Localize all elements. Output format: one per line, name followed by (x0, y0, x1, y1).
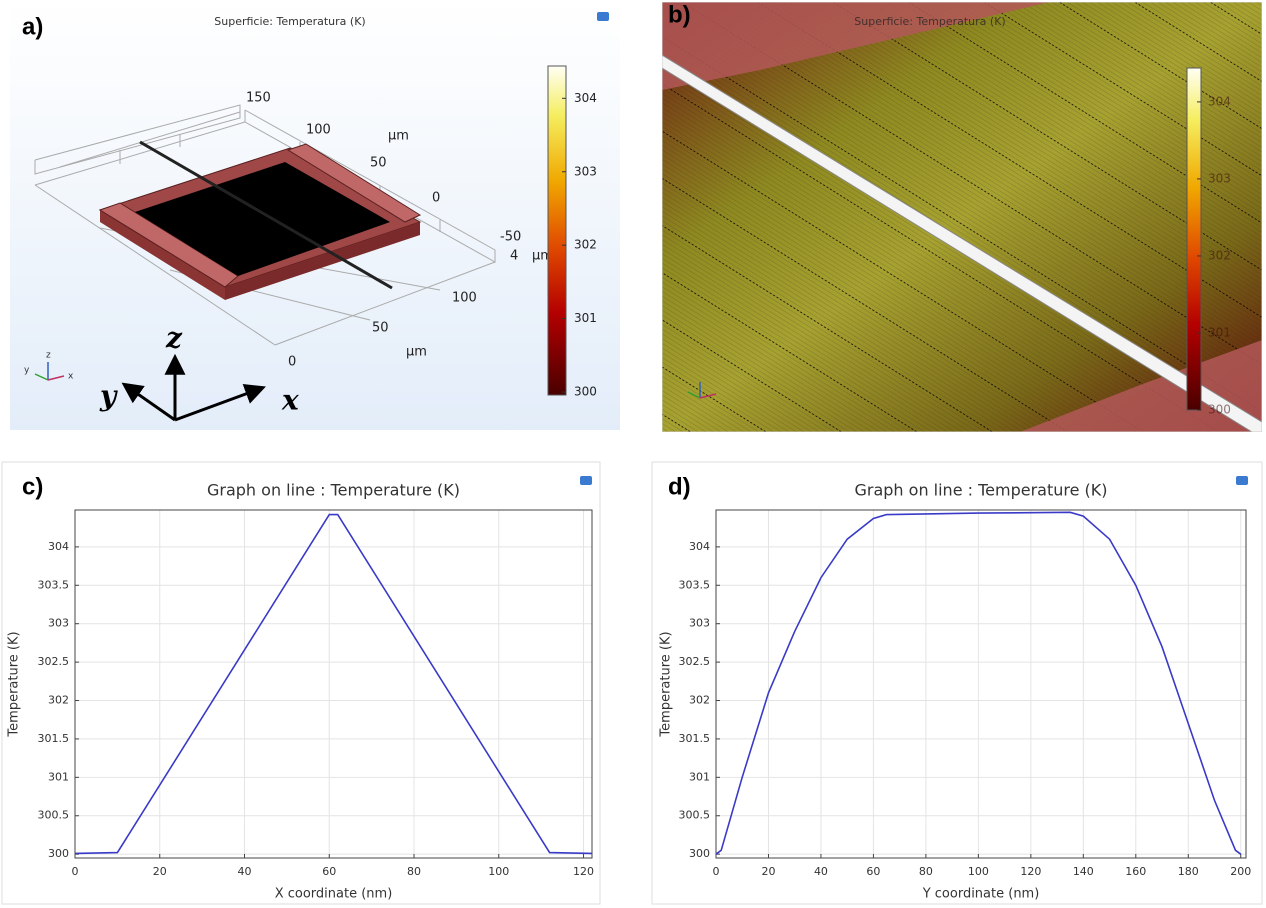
y-tick-label: 304 (48, 540, 69, 553)
colorbar-tick-label: 303 (1208, 171, 1231, 185)
plot-area (716, 510, 1246, 858)
x-tick-label: 20 (761, 865, 775, 878)
x-tick-label: 0 (72, 865, 79, 878)
panel-b (662, 2, 1262, 432)
y-tick-label: 300 (48, 847, 69, 860)
chart-title: Graph on line : Temperature (K) (854, 481, 1107, 500)
y-tick-label: 300.5 (38, 809, 70, 822)
x-tick-label: 140 (1073, 865, 1094, 878)
y-tick-label: 303.5 (38, 578, 70, 591)
axis-unit: µm (406, 345, 427, 360)
x-tick-label: 80 (407, 865, 421, 878)
colorbar-tick-label: 300 (574, 385, 597, 399)
export-icon (1236, 476, 1248, 485)
x-tick-label: 100 (488, 865, 509, 878)
y-tick-label: 303 (48, 617, 69, 630)
x-tick-label: 80 (919, 865, 933, 878)
export-icon (580, 476, 592, 485)
x-tick-label: 0 (713, 865, 720, 878)
axis-unit: µm (388, 129, 409, 144)
axis-number: 100 (306, 123, 331, 138)
axis-number: -50 (500, 230, 521, 245)
colorbar-tick-label: 302 (574, 238, 597, 252)
panel-label: a) (22, 13, 43, 40)
colorbar-tick-label: 304 (1208, 94, 1231, 108)
x-tick-label: 120 (1020, 865, 1041, 878)
axis-number: 4 (510, 249, 518, 264)
y-tick-label: 302.5 (38, 655, 70, 668)
colorbar-tick-label: 302 (1208, 248, 1231, 262)
x-axis-label: X coordinate (nm) (275, 887, 393, 902)
y-tick-label: 301 (689, 770, 710, 783)
x-tick-label: 40 (814, 865, 828, 878)
mini-triad-label: x (68, 372, 74, 382)
x-tick-label: 60 (866, 865, 880, 878)
y-tick-label: 303 (689, 617, 710, 630)
export-icon (597, 12, 609, 21)
panel-title: Superficie: Temperatura (K) (854, 15, 1005, 28)
axis-number: 0 (288, 355, 296, 370)
axis-number: 0 (432, 191, 440, 206)
panel-label: c) (22, 473, 43, 500)
x-tick-label: 40 (238, 865, 252, 878)
colorbar-tick-label: 303 (574, 164, 597, 178)
colorbar-tick-label: 301 (1208, 325, 1231, 339)
x-tick-label: 180 (1178, 865, 1199, 878)
y-tick-label: 300.5 (679, 809, 711, 822)
chart-title: Graph on line : Temperature (K) (207, 481, 460, 500)
figure: 150 100 µm 50 0 -50 4 µm 100 50 µm 0 z y… (0, 0, 1266, 908)
x-tick-label: 120 (573, 865, 594, 878)
x-tick-label: 100 (968, 865, 989, 878)
axis-number: 50 (372, 321, 389, 336)
colorbar-tick-label: 304 (574, 91, 597, 105)
colorbar-tick-label: 300 (1208, 403, 1231, 417)
plot-area (75, 510, 592, 858)
y-tick-label: 302 (689, 694, 710, 707)
x-tick-label: 200 (1230, 865, 1251, 878)
colorbar (548, 66, 566, 395)
axis-number: 50 (370, 156, 387, 171)
triad-label: x (281, 384, 299, 417)
x-tick-label: 60 (322, 865, 336, 878)
y-tick-label: 304 (689, 540, 710, 553)
y-axis-label: Temperature (K) (7, 631, 22, 737)
panel-title: Superficie: Temperatura (K) (214, 15, 365, 28)
colorbar (1187, 68, 1201, 410)
panel-label: b) (668, 1, 691, 28)
x-tick-label: 20 (153, 865, 167, 878)
y-tick-label: 302 (48, 694, 69, 707)
y-axis-label: Temperature (K) (659, 631, 674, 737)
y-tick-label: 303.5 (679, 578, 711, 591)
x-axis-label: Y coordinate (nm) (922, 887, 1040, 902)
y-tick-label: 301 (48, 770, 69, 783)
y-tick-label: 301.5 (38, 732, 70, 745)
axis-number: 150 (246, 91, 271, 106)
axis-number: 100 (452, 291, 477, 306)
panel-label: d) (668, 473, 691, 500)
y-tick-label: 300 (689, 847, 710, 860)
triad-label: y (99, 380, 118, 413)
panel-a: 150 100 µm 50 0 -50 4 µm 100 50 µm 0 z y… (10, 0, 620, 430)
mini-triad-label: y (24, 366, 30, 376)
y-tick-label: 302.5 (679, 655, 711, 668)
x-tick-label: 160 (1125, 865, 1146, 878)
colorbar-tick-label: 301 (574, 311, 597, 325)
y-tick-label: 301.5 (679, 732, 711, 745)
triad-label: z (165, 322, 183, 355)
mini-triad-label: z (46, 351, 51, 361)
